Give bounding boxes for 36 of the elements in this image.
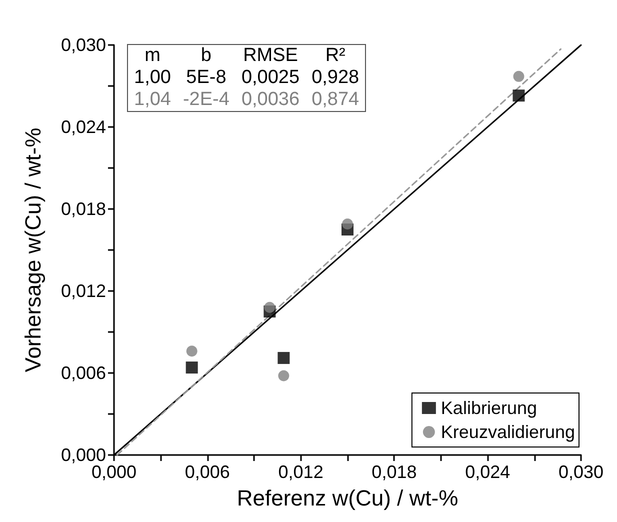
annotation: 5E-8 <box>185 67 228 89</box>
point <box>186 362 198 374</box>
annotation: 1,04 <box>133 89 172 112</box>
x-tick-label: 0,006 <box>184 462 230 482</box>
annotation: 1,00 <box>133 67 172 89</box>
x-tick-label: 0,012 <box>278 462 324 482</box>
annotation: 0,874 <box>310 89 360 112</box>
point <box>278 370 290 382</box>
x-tick-label: 0,030 <box>558 462 604 482</box>
annotation: b <box>200 44 212 67</box>
annotation: 0,928 <box>310 67 360 89</box>
x-axis-title: Referenz w(Cu) / wt-% <box>236 486 458 510</box>
annotation: RMSE <box>242 44 299 67</box>
annotation: 0,0025 <box>240 67 301 89</box>
point <box>186 346 198 357</box>
legend-label: Kreuzvalidierung <box>440 422 575 442</box>
annotation: 0,0036 <box>240 89 301 112</box>
point <box>278 352 290 364</box>
point <box>342 218 353 230</box>
y-axis-title: Vorhersage w(Cu) / wt-% <box>20 128 46 372</box>
annotation: R² <box>324 44 346 67</box>
point <box>513 70 524 82</box>
point <box>512 90 525 102</box>
annotation: m <box>144 44 162 67</box>
x-tick-label: 0,024 <box>465 462 510 482</box>
y-tick-label: 0,006 <box>60 363 106 383</box>
y-tick-label: 0,018 <box>60 199 106 219</box>
x-tick-label: 0,018 <box>372 462 417 482</box>
legend-label: Kalibrierung <box>440 398 537 418</box>
y-tick-label: 0,000 <box>60 445 106 465</box>
y-tick-label: 0,012 <box>60 281 106 301</box>
annotation: -2E-4 <box>182 89 230 112</box>
y-tick-label: 0,024 <box>60 117 106 137</box>
x-tick-label: 0,000 <box>91 462 137 482</box>
y-tick-label: 0,030 <box>60 35 106 55</box>
point <box>264 302 276 313</box>
